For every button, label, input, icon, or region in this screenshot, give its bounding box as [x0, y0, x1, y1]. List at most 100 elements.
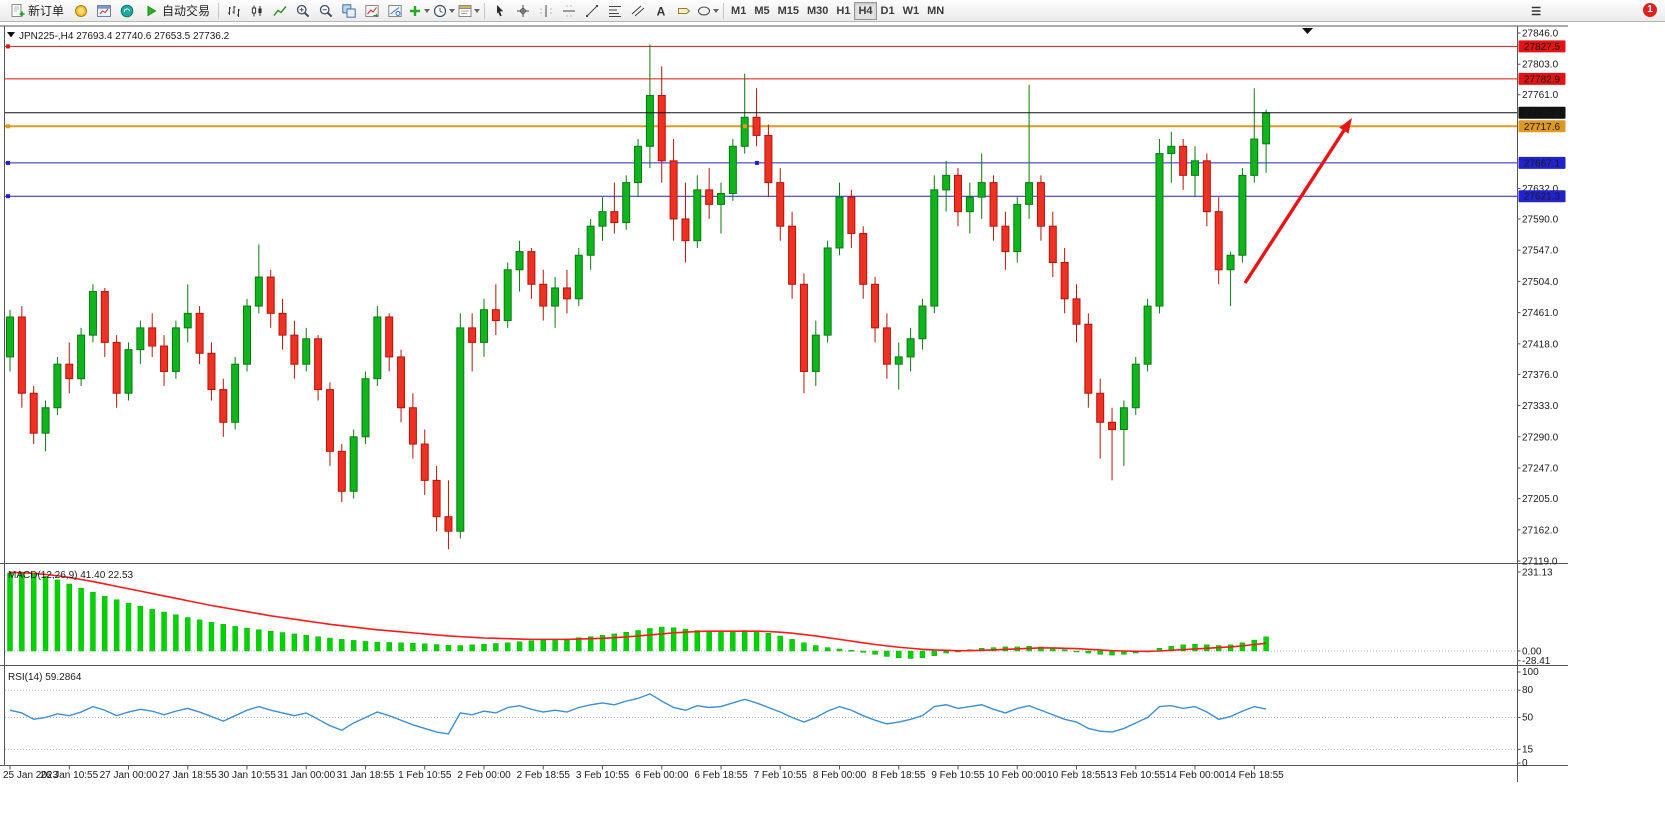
crosshair-tool-button[interactable] — [511, 1, 534, 21]
line-chart-button[interactable] — [268, 1, 291, 21]
trendline-tool-button[interactable] — [580, 1, 603, 21]
candle — [954, 168, 962, 227]
candle — [1143, 298, 1152, 372]
text-tool-button[interactable]: A — [649, 1, 672, 21]
chart-shift-marker[interactable] — [1302, 28, 1313, 34]
market-watch-icon — [74, 4, 87, 17]
time-axis-label: 6 Feb 00:00 — [635, 770, 689, 781]
macd-histogram-bar — [670, 627, 677, 652]
macd-histogram-bar — [1097, 650, 1103, 655]
line-handle[interactable] — [6, 44, 10, 49]
data-window-button[interactable] — [92, 1, 115, 21]
candle — [100, 287, 109, 357]
rsi-axis-label: 100 — [1522, 667, 1539, 678]
macd-histogram-bar — [540, 639, 546, 652]
tile-windows-button[interactable] — [337, 1, 360, 21]
zoom-in-button[interactable] — [291, 1, 314, 21]
timeframe-m5-button[interactable]: M5 — [750, 2, 773, 20]
toolbar-overflow-icon[interactable] — [1530, 4, 1544, 18]
cursor-tool-button[interactable] — [488, 1, 511, 21]
timeframe-m30-button[interactable]: M30 — [803, 2, 832, 20]
indicators-button[interactable] — [360, 1, 383, 21]
candle — [314, 335, 323, 401]
fibonacci-tool-button[interactable] — [603, 1, 626, 21]
horizontal-line-tool-button[interactable] — [557, 1, 580, 21]
candle — [6, 309, 14, 372]
candle — [1179, 139, 1188, 190]
trend-arrow-head[interactable] — [1339, 118, 1352, 134]
timeframe-mn-button[interactable]: MN — [923, 2, 948, 20]
candle — [1108, 407, 1117, 481]
community-button[interactable] — [115, 1, 138, 21]
vertical-line-icon — [540, 4, 552, 17]
bar-chart-button[interactable] — [222, 1, 245, 21]
shapes-tool-button[interactable] — [695, 1, 720, 21]
vertical-line-tool-button[interactable] — [534, 1, 557, 21]
candle — [918, 298, 927, 350]
timeframe-d1-button[interactable]: D1 — [877, 2, 899, 20]
label-tool-button[interactable] — [672, 1, 695, 21]
macd-histogram-bar — [362, 641, 369, 652]
line-handle[interactable] — [6, 160, 10, 165]
add-indicator-button[interactable] — [406, 1, 431, 21]
time-axis-label: 30 Jan 10:55 — [218, 770, 276, 781]
macd-histogram-bar — [386, 642, 392, 652]
price-axis-label: 27461.0 — [1522, 308, 1559, 319]
candlestick-chart-button[interactable] — [245, 1, 268, 21]
candle — [835, 182, 844, 256]
macd-histogram-bar — [611, 633, 618, 652]
cursor-icon — [496, 4, 503, 16]
rsi-indicator: RSI(14) 59.2864 — [5, 672, 1517, 750]
macd-histogram-bar — [896, 650, 902, 659]
horizontal-level-lines[interactable] — [5, 45, 1517, 197]
line-handle[interactable] — [743, 124, 747, 129]
macd-histogram-bar — [777, 635, 783, 652]
line-handle[interactable] — [6, 124, 10, 129]
zoom-out-button[interactable] — [314, 1, 337, 21]
candle — [752, 88, 761, 147]
macd-histogram-bar — [1192, 643, 1198, 652]
symbol-dropdown-icon[interactable] — [7, 32, 15, 38]
trend-arrow-line[interactable] — [1243, 129, 1346, 284]
objects-list-button[interactable] — [383, 1, 406, 21]
candle — [515, 240, 524, 292]
candle — [610, 182, 619, 234]
market-watch-button[interactable] — [69, 1, 92, 21]
macd-histogram-bar — [422, 643, 428, 652]
timeframe-h4-button[interactable]: H4 — [854, 1, 877, 20]
line-handle[interactable] — [6, 194, 10, 199]
current-price-line-group[interactable] — [5, 44, 1517, 199]
candle — [551, 277, 560, 328]
macd-histogram-bar — [54, 579, 61, 652]
timeframe-m15-button[interactable]: M15 — [774, 2, 803, 20]
timeframes-menu-button[interactable] — [431, 1, 456, 21]
candle — [29, 385, 38, 445]
macd-indicator: MACD(12,26,9) 41.40 22.53 — [5, 570, 1517, 659]
time-axis-label: 14 Feb 00:00 — [1166, 770, 1225, 781]
candle — [361, 371, 370, 445]
templates-button[interactable] — [456, 1, 481, 21]
macd-histogram-bar — [481, 643, 487, 652]
candle — [859, 226, 868, 299]
macd-histogram-bar — [943, 650, 949, 654]
macd-histogram-bar — [244, 627, 250, 652]
candle — [527, 247, 536, 299]
timeframe-h1-button[interactable]: H1 — [832, 2, 854, 20]
candle — [989, 175, 998, 241]
line-handle[interactable] — [755, 160, 759, 165]
timeframe-w1-button[interactable]: W1 — [899, 2, 924, 20]
candle — [586, 218, 595, 270]
candle — [219, 378, 228, 437]
trend-arrow-annotation[interactable] — [1243, 118, 1352, 284]
text-icon: A — [656, 4, 665, 18]
notification-badge[interactable]: 1 — [1643, 3, 1657, 17]
price-axis[interactable]: 27846.0 27803.0 27761.0 27632.0 27590.0 27547… — [1517, 29, 1566, 770]
macd-histogram-bar — [445, 644, 452, 652]
timeframe-m1-button[interactable]: M1 — [727, 2, 750, 20]
channel-tool-button[interactable] — [626, 1, 649, 21]
autotrading-button[interactable]: 自动交易 — [138, 1, 215, 21]
candle — [1155, 139, 1164, 314]
new-order-button[interactable]: 新订单 — [4, 1, 69, 21]
